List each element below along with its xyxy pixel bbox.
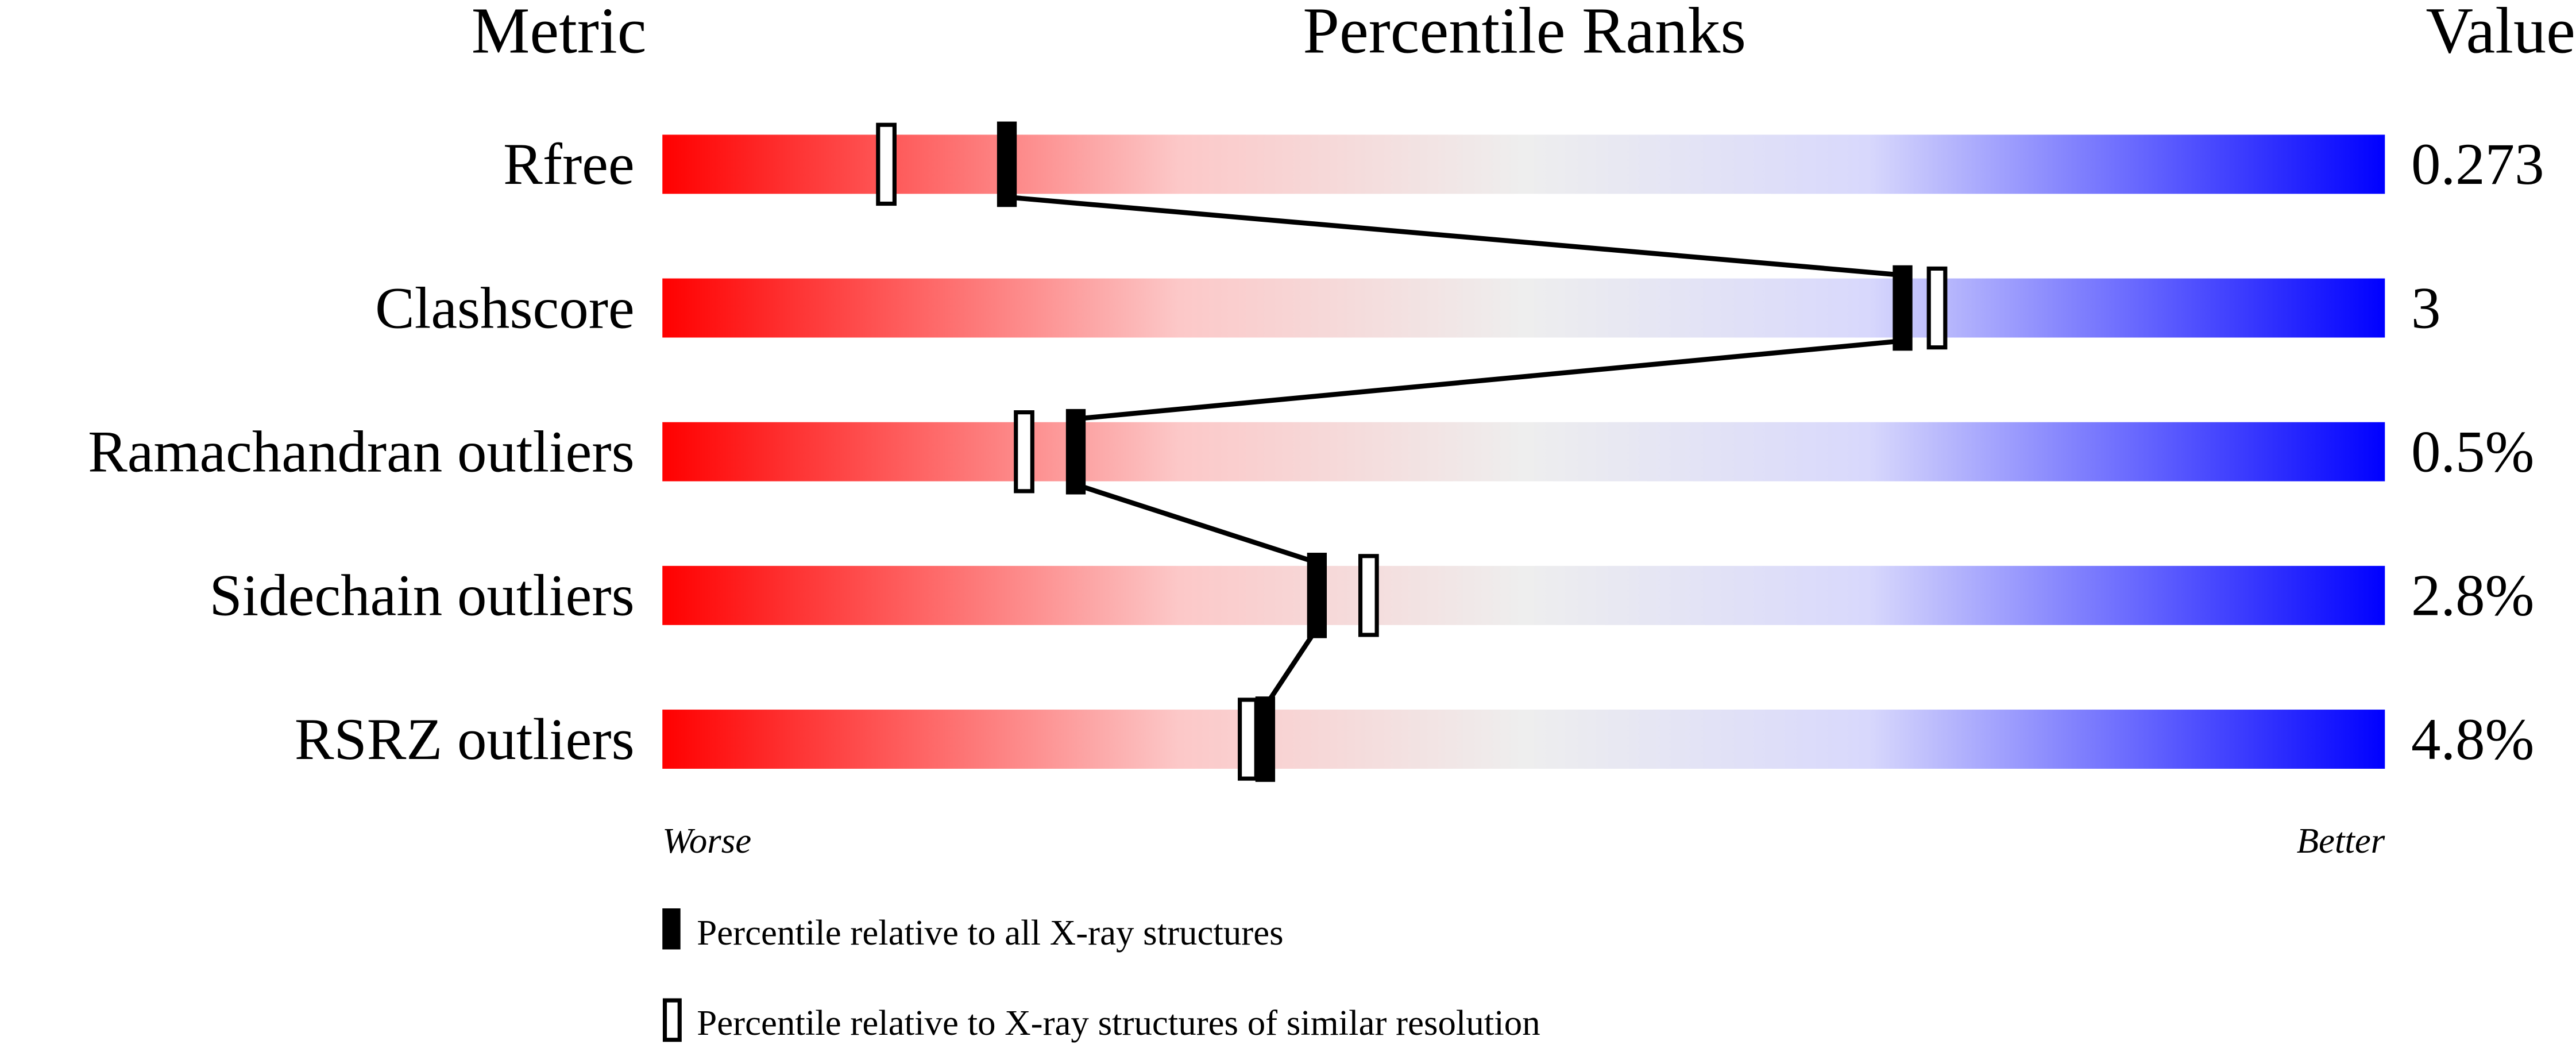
- legend-open-marker: [662, 998, 682, 1042]
- legend-filled-marker: [662, 908, 681, 950]
- header-metric: Metric: [472, 0, 647, 67]
- all-structures-marker: [1893, 265, 1913, 351]
- axis-worse-label: Worse: [662, 820, 751, 861]
- percentile-bar: [662, 278, 2385, 338]
- metric-label: RSRZ outliers: [295, 707, 635, 772]
- similar-resolution-marker: [1358, 554, 1379, 637]
- similar-resolution-marker: [1926, 266, 1948, 350]
- percentile-bar: [662, 710, 2385, 769]
- legend-open-label: Percentile relative to X-ray structures …: [697, 1003, 1540, 1043]
- metric-label: Rfree: [503, 132, 635, 197]
- metric-label: Sidechain outliers: [209, 563, 634, 629]
- percentile-bar: [662, 422, 2385, 481]
- connector-line: [1075, 338, 1903, 422]
- header-value: Value: [2426, 0, 2575, 67]
- connector-line: [1075, 482, 1318, 565]
- axis-better-label: Better: [2297, 820, 2385, 861]
- metric-value: 4.8%: [2411, 707, 2534, 772]
- metric-value: 0.273: [2411, 132, 2544, 197]
- all-structures-marker: [1307, 553, 1327, 638]
- percentile-bar: [662, 134, 2385, 194]
- legend-filled-label: Percentile relative to all X-ray structu…: [697, 912, 1283, 953]
- similar-resolution-marker: [876, 122, 897, 206]
- metric-value: 3: [2411, 275, 2440, 341]
- all-structures-marker: [1255, 696, 1276, 782]
- percentile-bar: [662, 565, 2385, 625]
- metric-label: Clashscore: [375, 275, 635, 341]
- connector-line: [1006, 194, 1903, 278]
- header-ranks: Percentile Ranks: [1303, 0, 1746, 67]
- all-structures-marker: [1065, 409, 1086, 495]
- similar-resolution-marker: [1014, 410, 1034, 494]
- metric-value: 2.8%: [2411, 563, 2534, 629]
- connector-line: [1263, 627, 1319, 708]
- metric-value: 0.5%: [2411, 419, 2534, 485]
- metric-label: Ramachandran outliers: [88, 419, 635, 485]
- all-structures-marker: [997, 121, 1017, 207]
- similar-resolution-marker: [1238, 698, 1258, 781]
